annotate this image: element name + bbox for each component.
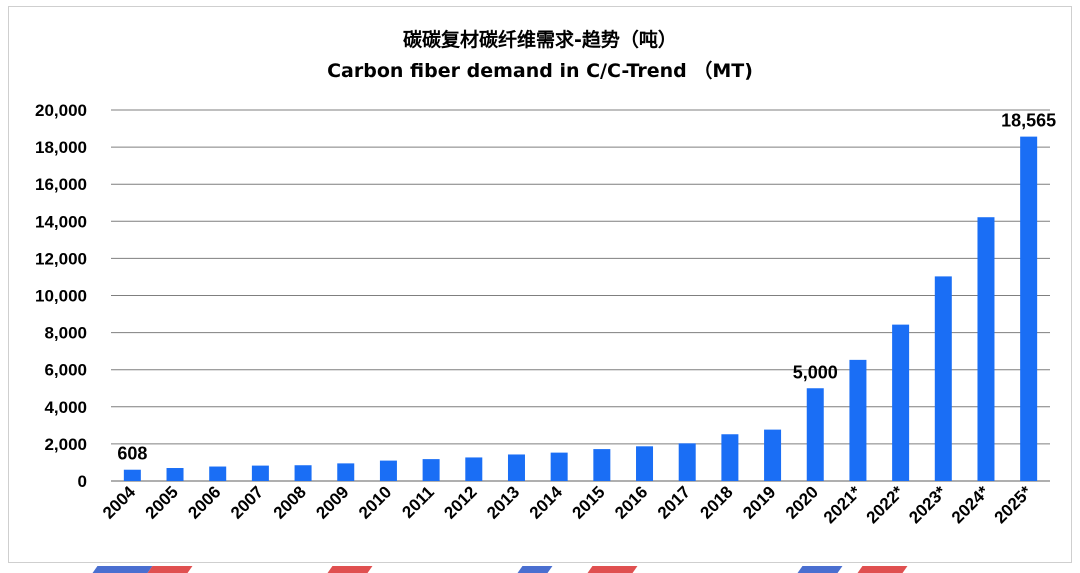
x-tick-label: 2004 — [99, 482, 140, 523]
x-tick-label: 2019 — [739, 482, 779, 522]
bar-2022-forecast — [892, 324, 910, 481]
bar-2015 — [593, 449, 611, 481]
bar-2021-forecast — [849, 359, 867, 481]
bar-2024-forecast — [977, 217, 995, 481]
x-tick-label: 2021* — [820, 482, 865, 527]
data-labels: 608 5,000 18,565 — [117, 111, 1056, 464]
bar-2006 — [209, 466, 227, 481]
bar-2010 — [379, 460, 397, 481]
x-tick-label: 2013 — [483, 482, 523, 522]
bar-2014 — [550, 452, 568, 481]
bar-2009 — [337, 463, 355, 481]
y-tick-label: 6,000 — [44, 361, 87, 380]
x-tick-label: 2010 — [355, 482, 395, 522]
x-tick-label: 2017 — [654, 482, 694, 522]
x-tick-label: 2014 — [526, 482, 567, 523]
chart-subtitle: Carbon fiber demand in C/C-Trend （MT) — [327, 59, 753, 82]
y-tick-label: 12,000 — [35, 249, 87, 268]
stripe-red — [327, 566, 373, 573]
bar-2023-forecast — [934, 276, 952, 481]
bar-2007 — [251, 465, 269, 481]
x-tick-label: 2025* — [991, 482, 1036, 527]
y-tick-label: 18,000 — [35, 138, 87, 157]
bars — [123, 136, 1038, 481]
x-tick-label: 2016 — [611, 482, 651, 522]
y-tick-label: 4,000 — [44, 398, 87, 417]
x-tick-label: 2015 — [568, 482, 608, 522]
stripe-blue — [797, 566, 843, 573]
x-tick-label: 2012 — [440, 482, 480, 522]
x-tick-label: 2005 — [142, 482, 182, 522]
bar-2017 — [678, 443, 696, 481]
y-tick-label: 0 — [78, 472, 87, 491]
chart-title: 碳碳复材碳纤维需求-趋势（吨） — [403, 28, 677, 51]
y-axis-ticks: 0 2,000 4,000 6,000 8,000 10,000 12,000 14,000 1… — [35, 101, 87, 491]
data-label: 5,000 — [793, 362, 838, 382]
stripe-red — [857, 566, 908, 573]
stripe-red — [147, 566, 193, 573]
bar-2005 — [166, 468, 184, 481]
bar-2025-forecast — [1020, 136, 1038, 481]
bar-2020 — [806, 388, 824, 481]
y-tick-label: 16,000 — [35, 175, 87, 194]
bar-2008 — [294, 465, 312, 481]
bar-2016 — [636, 446, 654, 481]
y-tick-label: 20,000 — [35, 101, 87, 120]
stripe-blue — [92, 566, 153, 573]
x-tick-label: 2023* — [905, 482, 950, 527]
x-tick-label: 2020 — [782, 482, 822, 522]
stripe-red — [587, 566, 638, 573]
data-label: 608 — [117, 444, 147, 464]
x-tick-label: 2024* — [948, 482, 993, 527]
bar-2013 — [507, 454, 525, 481]
gridlines — [111, 109, 1050, 482]
x-tick-label: 2008 — [270, 482, 310, 522]
y-tick-label: 14,000 — [35, 212, 87, 231]
x-tick-label: 2009 — [312, 482, 352, 522]
x-tick-label: 2022* — [863, 482, 908, 527]
x-tick-label: 2007 — [227, 482, 267, 522]
y-tick-label: 2,000 — [44, 435, 87, 454]
x-tick-label: 2011 — [398, 482, 438, 522]
decorative-stripes — [0, 566, 1080, 573]
bar-2011 — [422, 459, 440, 481]
y-tick-label: 10,000 — [35, 287, 87, 306]
bar-2004 — [123, 469, 141, 481]
x-axis-ticks: 2004 2005 2006 2007 2008 2009 2010 2011 2012 2013… — [99, 482, 1036, 527]
x-tick-label: 2018 — [697, 482, 737, 522]
x-tick-label: 2006 — [184, 482, 224, 522]
bar-2012 — [465, 457, 483, 481]
stripe-blue — [517, 566, 553, 573]
bar-2018 — [721, 434, 739, 481]
data-label: 18,565 — [1001, 111, 1056, 131]
y-tick-label: 8,000 — [44, 324, 87, 343]
bar-2019 — [764, 429, 782, 481]
